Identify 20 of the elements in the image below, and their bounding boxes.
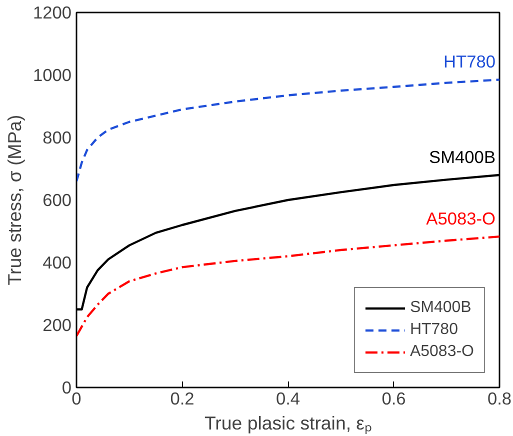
annotation: HT780 (443, 52, 496, 72)
annotation: SM400B (429, 147, 496, 167)
y-tick-label: 1200 (32, 2, 72, 22)
x-tick-label: 0.8 (487, 388, 512, 408)
y-tick-label: 1000 (32, 65, 72, 85)
x-tick-label: 0.6 (382, 388, 406, 408)
x-tick-label: 0.4 (276, 388, 300, 408)
x-axis-title: True plasic strain, εₚ (204, 412, 372, 434)
y-tick-label: 400 (42, 252, 72, 272)
y-tick-label: 200 (42, 315, 72, 335)
legend-label: SM400B (410, 299, 472, 317)
line-series (76, 235, 500, 338)
y-axis-title: True stress, σ (MPa) (4, 114, 25, 286)
y-tick-label: 600 (42, 190, 72, 210)
x-tick-label: 0.2 (170, 388, 194, 408)
line-series (76, 78, 500, 182)
legend-label: HT780 (410, 321, 458, 339)
annotation: A5083-O (426, 208, 496, 229)
legend-label: A5083-O (410, 343, 474, 361)
y-tick-label: 800 (42, 128, 72, 148)
